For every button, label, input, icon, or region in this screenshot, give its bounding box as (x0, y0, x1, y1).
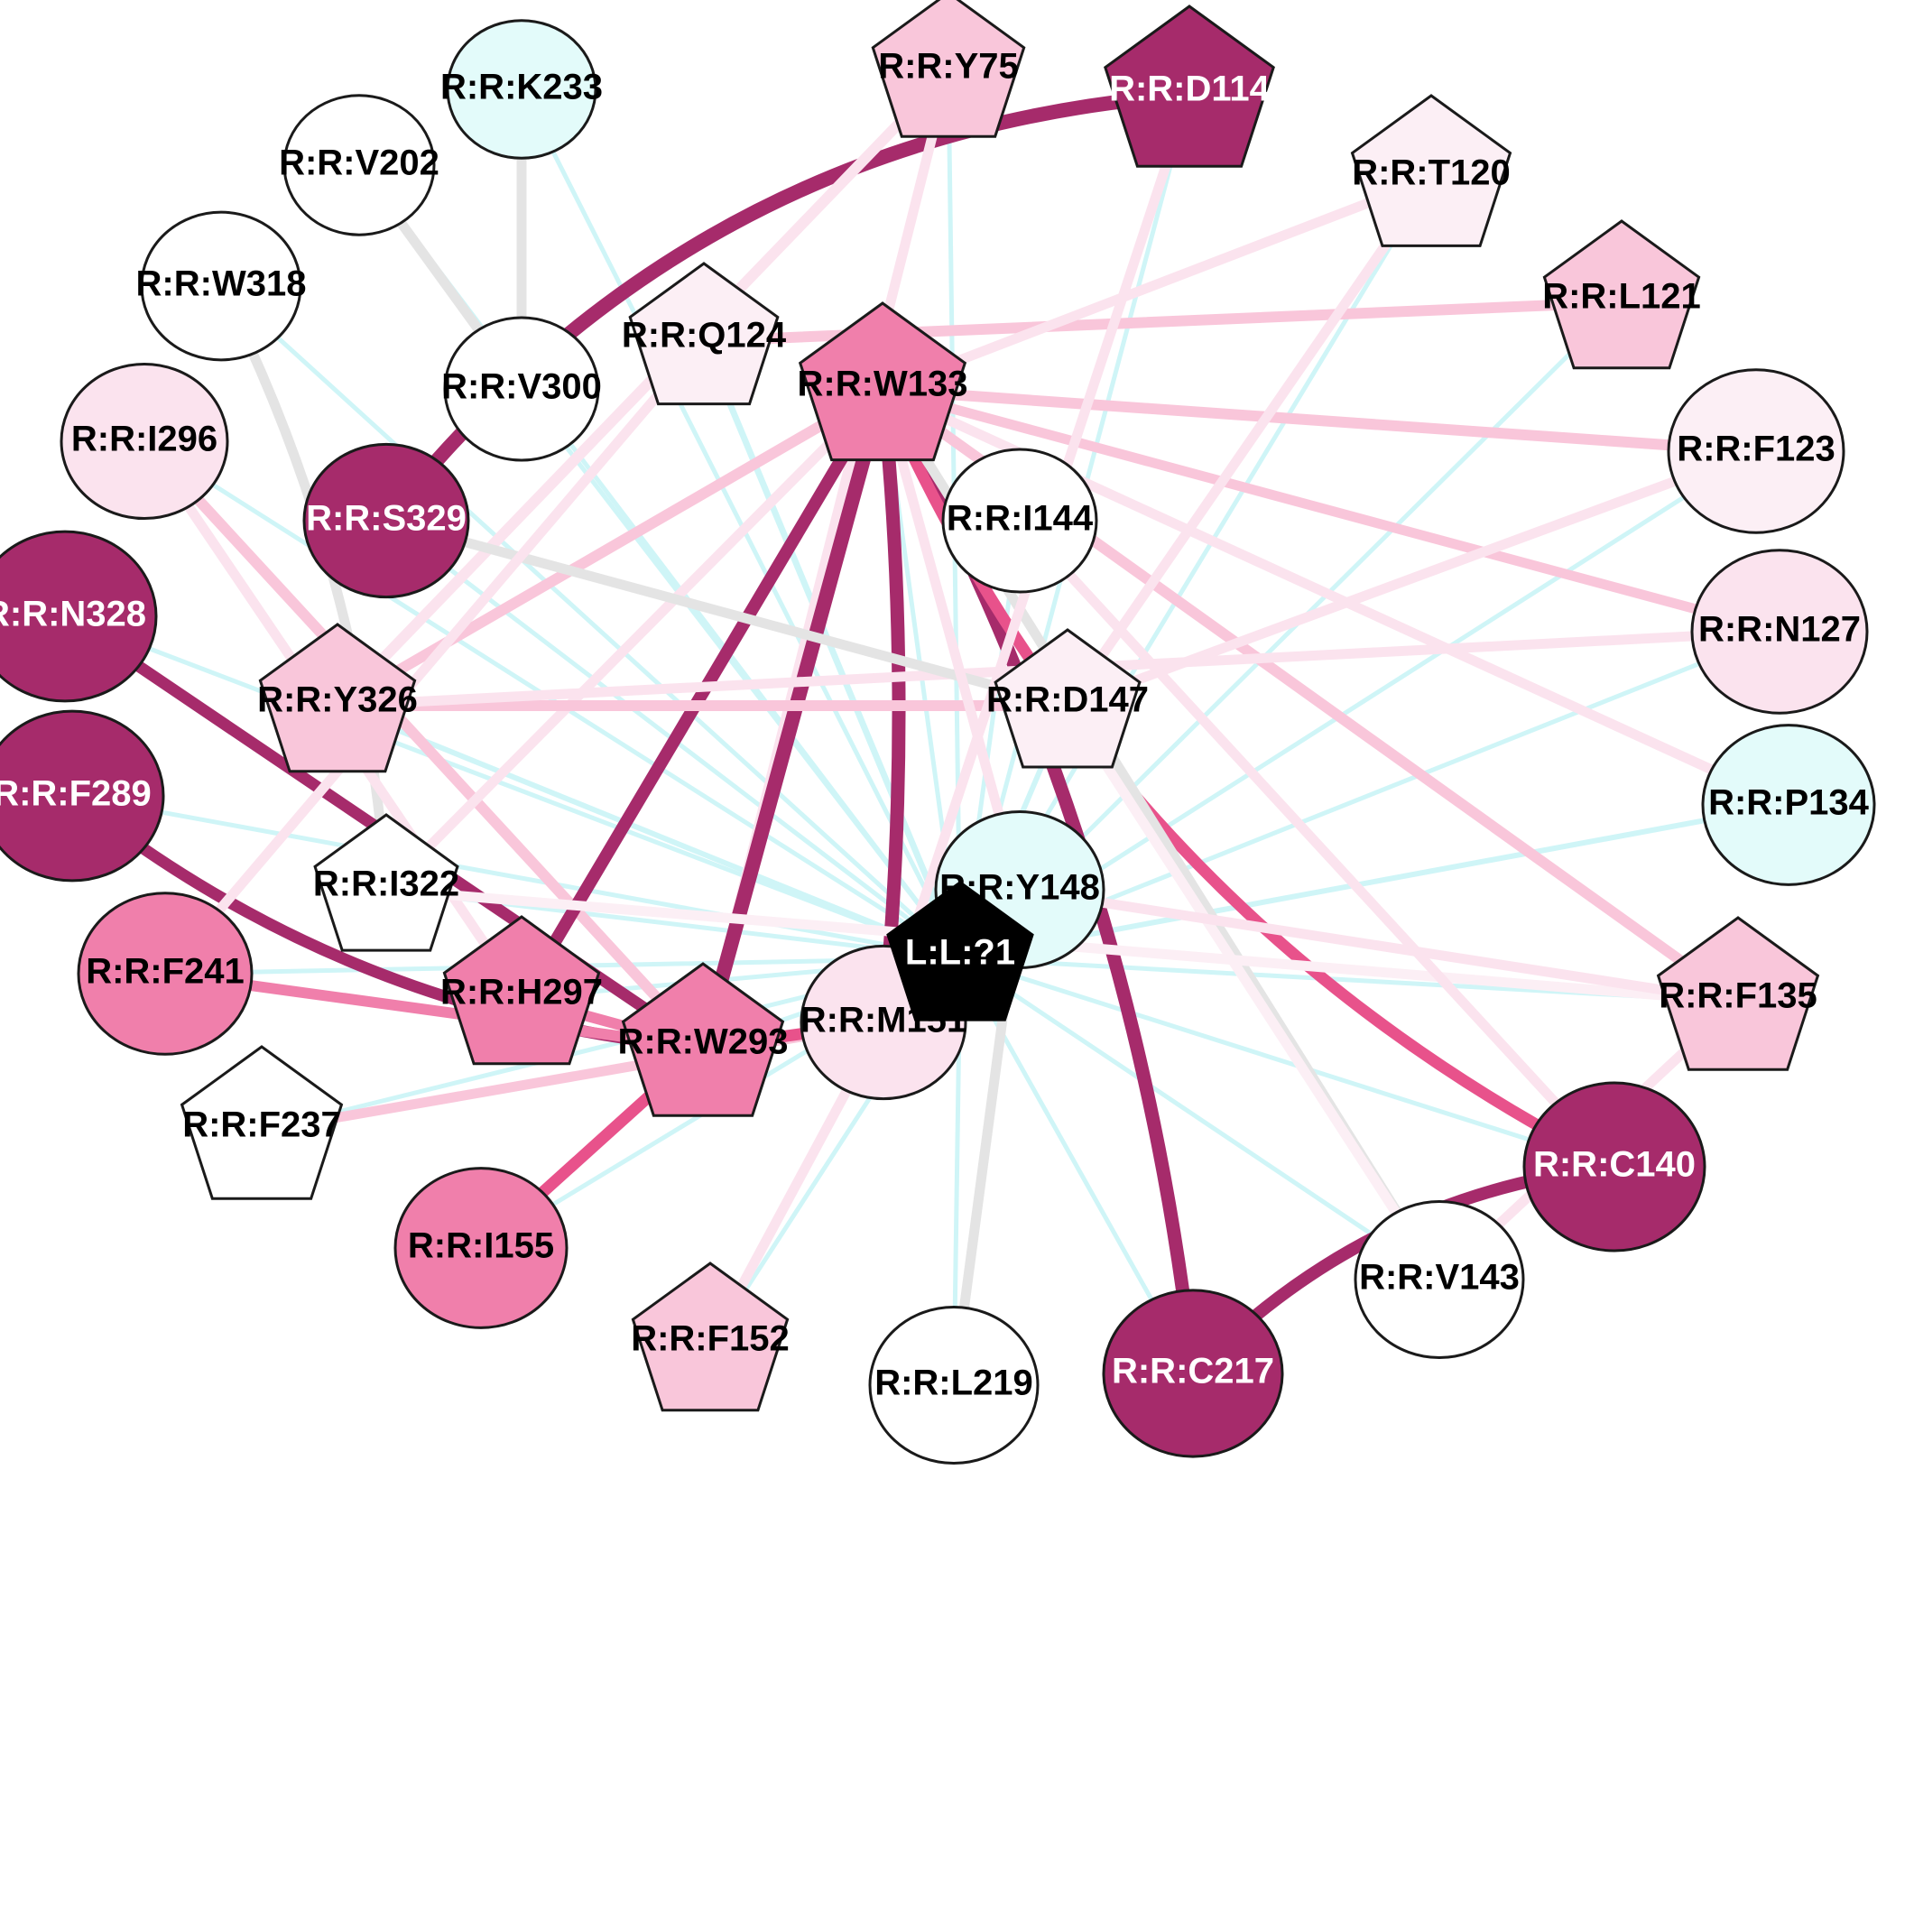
edge-T120-D147[interactable] (1062, 173, 1437, 711)
node-F241[interactable]: R:R:F241 (77, 892, 254, 1056)
pentagon-shape (628, 262, 780, 406)
node-V202[interactable]: R:R:V202 (279, 94, 439, 236)
node-H297[interactable]: R:R:H297 (440, 915, 603, 1066)
node-F237[interactable]: R:R:F237 (180, 1045, 344, 1200)
circle-shape (60, 362, 229, 521)
circle-shape (1667, 368, 1845, 534)
circle-shape (0, 530, 158, 703)
edge-Y148-W133[interactable] (877, 384, 1025, 895)
circle-shape (868, 1306, 1040, 1465)
circle-shape (302, 442, 470, 599)
pentagon-shape (621, 962, 785, 1117)
node-I296[interactable]: R:R:I296 (60, 362, 229, 521)
pentagon-shape (180, 1045, 344, 1200)
circle-shape (1701, 724, 1876, 886)
pentagon-shape (631, 1262, 790, 1412)
node-C140[interactable]: R:R:C140 (1522, 1081, 1706, 1253)
circle-shape (282, 94, 436, 236)
node-F152[interactable]: R:R:F152 (631, 1262, 790, 1412)
edge-ligand-I296[interactable] (142, 439, 963, 961)
circle-shape (77, 892, 254, 1056)
edge-ligand-Q124[interactable] (700, 337, 964, 962)
circle-shape (446, 19, 597, 160)
pentagon-shape (1542, 219, 1701, 370)
node-N328[interactable]: R:R:N328 (0, 530, 158, 703)
edge-ligand-N328[interactable] (62, 614, 963, 961)
node-F135[interactable]: R:R:F135 (1656, 916, 1820, 1071)
circle-shape (1102, 1289, 1284, 1458)
edge-ligand-W318[interactable] (218, 283, 963, 961)
circle-shape (0, 709, 165, 883)
edge-W133-Y326[interactable] (332, 384, 888, 711)
edge-V143-D147[interactable] (1062, 700, 1445, 1285)
edge-T120-W133[interactable] (877, 173, 1437, 395)
node-L121[interactable]: R:R:L121 (1542, 219, 1701, 370)
pentagon-shape (1350, 94, 1512, 247)
edge-F241-W293[interactable] (160, 968, 708, 1053)
edge-ligand-K233[interactable] (519, 87, 963, 961)
node-N127[interactable]: R:R:N127 (1690, 549, 1869, 715)
pentagon-shape (258, 623, 417, 773)
node-D114[interactable]: R:R:D114 (1104, 5, 1275, 168)
circle-shape (1690, 549, 1869, 715)
edge-Y75-Y326[interactable] (332, 67, 954, 711)
pentagon-shape (871, 0, 1026, 138)
node-C217[interactable]: R:R:C217 (1102, 1289, 1284, 1458)
circle-shape (443, 316, 600, 462)
edge-S329-D147[interactable] (381, 515, 1073, 711)
circle-shape (393, 1167, 569, 1329)
edge-Y148-F135[interactable] (1014, 884, 1743, 1007)
node-F123[interactable]: R:R:F123 (1667, 368, 1845, 534)
edge-ligand-V143[interactable] (957, 956, 1442, 1282)
circle-shape (140, 210, 302, 362)
node-L219[interactable]: R:R:L219 (868, 1306, 1040, 1465)
pentagon-shape (313, 813, 459, 952)
node-layer: R:R:Y75R:R:D114R:R:T120R:R:L121R:R:F123R… (0, 0, 1876, 1465)
edge-ligand-F289[interactable] (69, 793, 963, 961)
edge-I296-W293[interactable] (139, 436, 708, 1053)
circle-shape (1522, 1081, 1706, 1253)
node-T120[interactable]: R:R:T120 (1350, 94, 1512, 247)
edge-N127-W133[interactable] (877, 384, 1785, 637)
edge-ligand-V300[interactable] (519, 386, 963, 961)
edge-C140-I144[interactable] (1014, 515, 1620, 1172)
pentagon-shape (886, 881, 1034, 1021)
node-Y75[interactable]: R:R:Y75 (871, 0, 1026, 138)
node-K233[interactable]: R:R:K233 (440, 19, 603, 160)
edge-W133-H297[interactable] (515, 384, 889, 1004)
pentagon-shape (798, 301, 967, 462)
node-I155[interactable]: R:R:I155 (393, 1167, 569, 1329)
edge-ligand-C140[interactable] (957, 956, 1617, 1169)
edge-ligand-P134[interactable] (957, 802, 1791, 961)
node-V300[interactable]: R:R:V300 (441, 316, 602, 462)
node-I144[interactable]: R:R:I144 (941, 448, 1098, 594)
circle-shape (941, 448, 1098, 594)
edge-F123-W133[interactable] (877, 384, 1761, 457)
edge-Q124-F241[interactable] (160, 336, 709, 979)
pentagon-shape (994, 628, 1142, 769)
edge-W133-I322[interactable] (381, 384, 888, 895)
edge-ligand-Y326[interactable] (335, 703, 963, 961)
node-S329[interactable]: R:R:S329 (302, 442, 470, 599)
node-P134[interactable]: R:R:P134 (1701, 724, 1876, 886)
pentagon-shape (442, 915, 601, 1066)
node-F289[interactable]: R:R:F289 (0, 709, 165, 883)
edge-W133-W293[interactable] (696, 383, 890, 1055)
pentagon-shape (1656, 916, 1820, 1071)
pentagon-shape (1104, 5, 1275, 168)
circle-shape (1354, 1200, 1525, 1359)
node-V143[interactable]: R:R:V143 (1354, 1200, 1525, 1359)
